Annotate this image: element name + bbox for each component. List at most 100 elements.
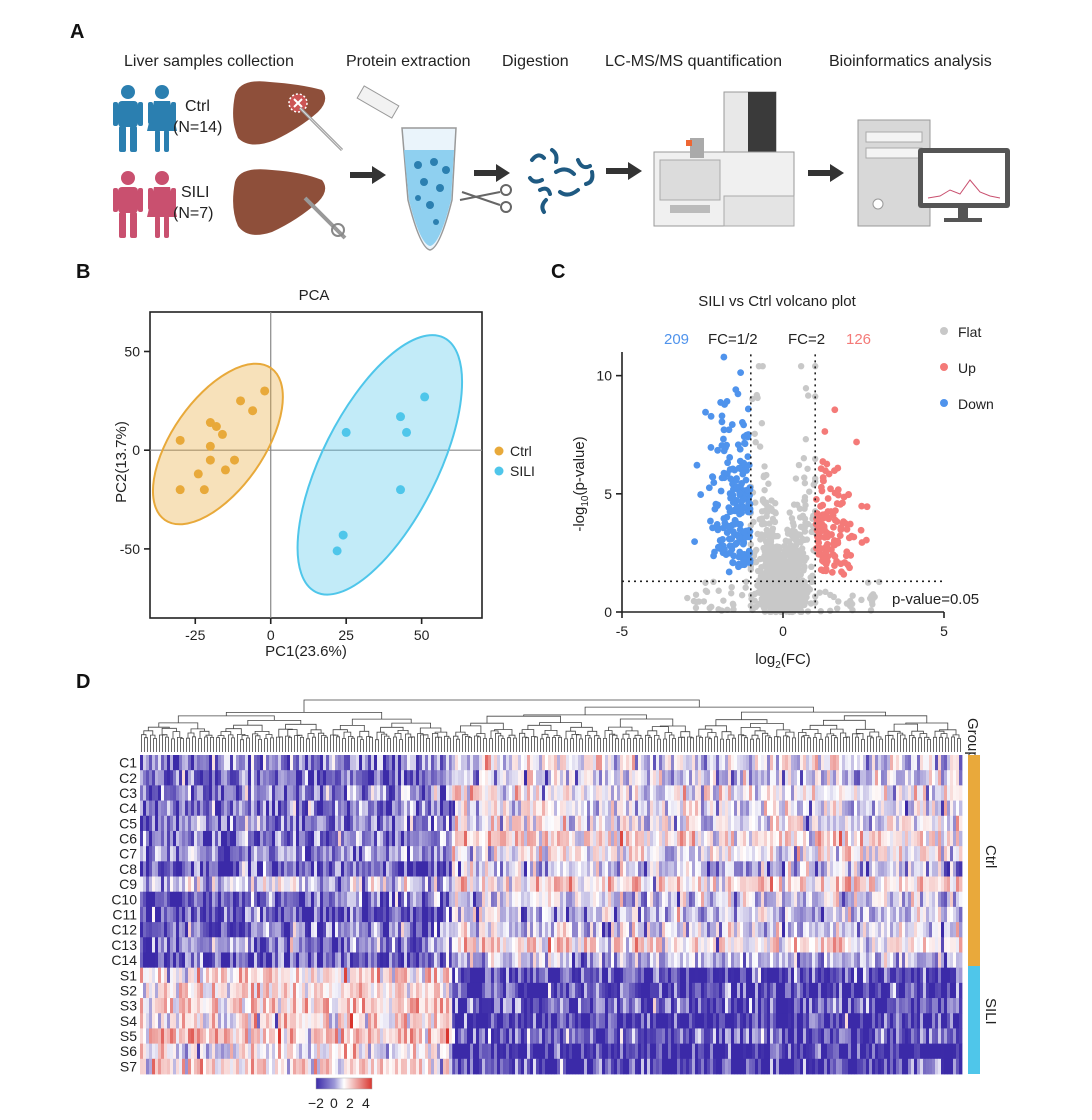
heatmap-cell	[374, 800, 378, 817]
heatmap-cell	[596, 876, 600, 893]
heatmap-cell	[509, 846, 513, 862]
heatmap-cell	[671, 891, 675, 908]
dendrogram-branch	[279, 736, 283, 752]
heatmap-cell	[314, 876, 318, 893]
heatmap-cell	[323, 876, 327, 893]
heatmap-cell	[782, 846, 786, 862]
heatmap-cell	[725, 891, 729, 908]
heatmap-cell	[572, 800, 576, 817]
heatmap-cell	[152, 906, 156, 923]
heatmap-cell	[326, 785, 330, 801]
heatmap-cell	[326, 861, 330, 877]
heatmap-cell	[749, 876, 753, 893]
heatmap-cell	[242, 846, 246, 862]
heatmap-cell	[746, 846, 750, 862]
heatmap-cell	[782, 861, 786, 877]
heatmap-cell	[665, 906, 669, 923]
heatmap-cell	[608, 876, 612, 893]
heatmap-cell	[371, 785, 375, 801]
heatmap-cell	[692, 876, 696, 893]
heatmap-cell	[797, 830, 801, 847]
volcano-xtick-label: -5	[616, 623, 629, 639]
heatmap-cell	[590, 846, 594, 862]
heatmap-cell	[458, 906, 462, 923]
heatmap-cell	[758, 906, 762, 923]
heatmap-cell	[914, 846, 918, 862]
heatmap-cell	[350, 830, 354, 847]
heatmap-cell	[233, 755, 237, 771]
heatmap-cell	[158, 785, 162, 801]
heatmap-cell	[245, 800, 249, 817]
pca-legend-sili: SILI	[510, 463, 535, 479]
heatmap-cell	[197, 770, 201, 786]
heatmap-cell	[593, 770, 597, 786]
heatmap-cell	[917, 815, 921, 832]
heatmap-cell	[884, 876, 888, 893]
heatmap-cell	[500, 846, 504, 862]
heatmap-cell	[590, 861, 594, 877]
heatmap-cell	[614, 922, 618, 938]
heatmap-cell	[335, 830, 339, 847]
heatmap-cell	[326, 755, 330, 771]
heatmap-cell	[932, 891, 936, 908]
heatmap-cell	[740, 876, 744, 893]
heatmap-cell	[203, 815, 207, 832]
heatmap-cell	[554, 922, 558, 938]
heatmap-cell	[404, 922, 408, 938]
heatmap-cell	[305, 785, 309, 801]
step-label-bioinformatics: Bioinformatics analysis	[829, 53, 992, 70]
heatmap-cell	[227, 770, 231, 786]
heatmap-cell	[146, 861, 150, 877]
heatmap-cell	[947, 770, 951, 786]
volcano-point-down	[723, 513, 731, 521]
heatmap-cell	[284, 755, 288, 771]
heatmap-cell	[452, 876, 456, 893]
heatmap-cell	[923, 785, 927, 801]
dendrogram-branch	[705, 736, 711, 752]
heatmap-cell	[176, 876, 180, 893]
heatmap-cell	[725, 876, 729, 893]
heatmap-cell	[932, 861, 936, 877]
heatmap-cell	[887, 906, 891, 923]
heatmap-cell	[857, 830, 861, 847]
volcano-point-down	[733, 483, 741, 491]
heatmap-cell	[647, 846, 651, 862]
heatmap-cell	[896, 861, 900, 877]
heatmap-cell	[824, 815, 828, 832]
liver-icon-ctrl	[233, 81, 344, 152]
heatmap-cell	[554, 861, 558, 877]
heatmap-cell	[206, 830, 210, 847]
heatmap-cell	[488, 785, 492, 801]
heatmap-cell	[854, 906, 858, 923]
heatmap-cell	[329, 800, 333, 817]
heatmap-cell	[212, 755, 216, 771]
heatmap-cell	[215, 906, 219, 923]
heatmap-cell	[704, 815, 708, 832]
heatmap-cell	[902, 755, 906, 771]
heatmap-cell	[212, 891, 216, 908]
heatmap-cell	[200, 906, 204, 923]
heatmap-cell	[143, 800, 147, 817]
heatmap-cell	[350, 770, 354, 786]
volcano-point-flat	[801, 528, 809, 535]
dendrogram-branch	[287, 729, 298, 737]
heatmap-cell	[623, 846, 627, 862]
heatmap-cell	[587, 861, 591, 877]
heatmap-cell	[725, 815, 729, 832]
heatmap-cell	[500, 922, 504, 938]
heatmap-cell	[281, 891, 285, 908]
heatmap-cell	[323, 846, 327, 862]
heatmap-cell	[581, 830, 585, 847]
heatmap-cell	[458, 891, 462, 908]
pca-point-sili-0	[341, 427, 351, 437]
heatmap-cell	[218, 906, 222, 923]
heatmap-cell	[707, 891, 711, 908]
volcano-legend-down-marker	[940, 399, 948, 407]
heatmap-cell	[614, 891, 618, 908]
heatmap-cell	[866, 770, 870, 786]
dendrogram-branch	[204, 736, 208, 752]
heatmap-cell	[611, 830, 615, 847]
heatmap-cell	[200, 846, 204, 862]
heatmap-cell	[884, 770, 888, 786]
heatmap-cell	[254, 800, 258, 817]
